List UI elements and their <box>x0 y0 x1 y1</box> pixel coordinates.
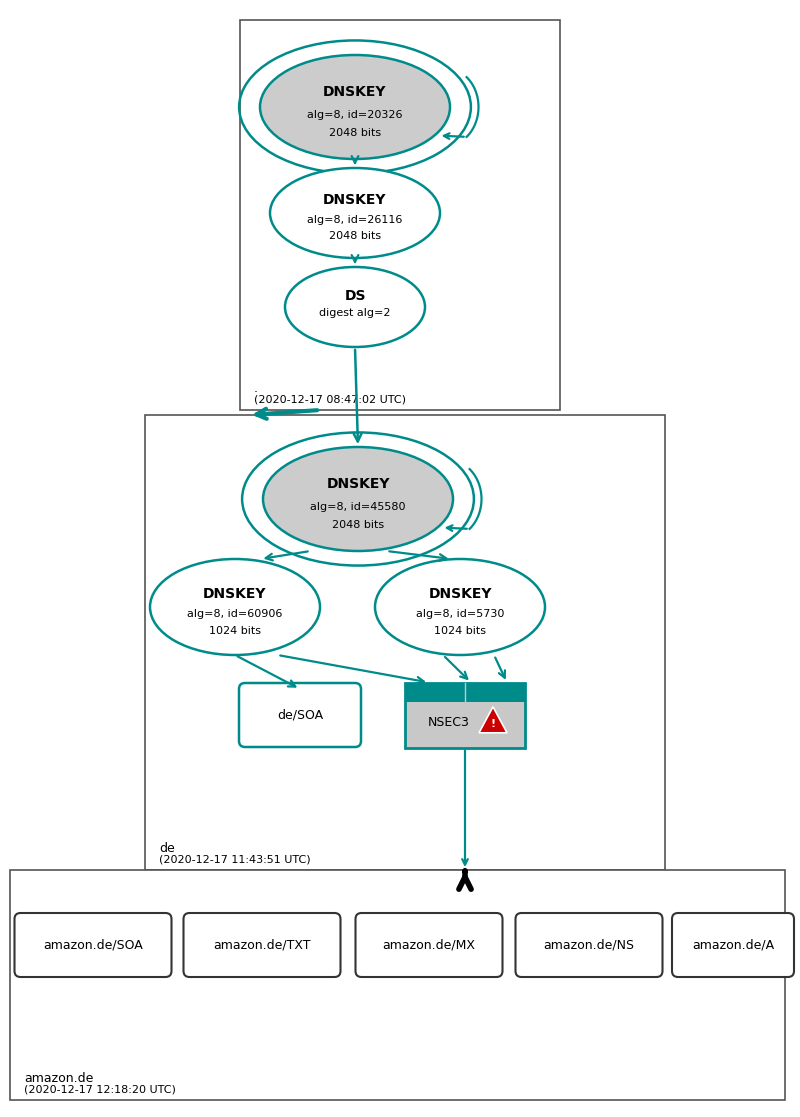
Text: amazon.de/NS: amazon.de/NS <box>543 938 634 952</box>
Text: digest alg=2: digest alg=2 <box>319 308 390 318</box>
Text: de: de <box>159 842 174 855</box>
FancyBboxPatch shape <box>183 913 341 977</box>
Text: (2020-12-17 11:43:51 UTC): (2020-12-17 11:43:51 UTC) <box>159 855 310 865</box>
Text: (2020-12-17 12:18:20 UTC): (2020-12-17 12:18:20 UTC) <box>24 1083 176 1094</box>
Text: DNSKEY: DNSKEY <box>323 85 386 99</box>
Polygon shape <box>479 707 507 733</box>
Text: amazon.de/MX: amazon.de/MX <box>382 938 475 952</box>
FancyBboxPatch shape <box>405 682 525 701</box>
Text: amazon.de: amazon.de <box>24 1072 94 1085</box>
FancyBboxPatch shape <box>10 870 785 1100</box>
Text: .: . <box>254 382 258 395</box>
Text: (2020-12-17 08:47:02 UTC): (2020-12-17 08:47:02 UTC) <box>254 394 406 404</box>
Text: alg=8, id=45580: alg=8, id=45580 <box>310 502 406 512</box>
Ellipse shape <box>285 267 425 347</box>
Text: DNSKEY: DNSKEY <box>323 193 386 208</box>
FancyBboxPatch shape <box>145 416 665 870</box>
Ellipse shape <box>260 55 450 159</box>
Text: alg=8, id=20326: alg=8, id=20326 <box>307 109 402 120</box>
Text: DNSKEY: DNSKEY <box>326 477 390 491</box>
FancyBboxPatch shape <box>355 913 502 977</box>
Text: alg=8, id=60906: alg=8, id=60906 <box>187 610 282 620</box>
FancyBboxPatch shape <box>240 20 560 410</box>
Text: DNSKEY: DNSKEY <box>203 586 266 601</box>
Text: 2048 bits: 2048 bits <box>329 128 381 139</box>
Text: amazon.de/TXT: amazon.de/TXT <box>214 938 310 952</box>
Text: 2048 bits: 2048 bits <box>329 231 381 240</box>
Text: !: ! <box>490 719 495 728</box>
Ellipse shape <box>150 558 320 655</box>
FancyBboxPatch shape <box>515 913 662 977</box>
Text: alg=8, id=5730: alg=8, id=5730 <box>416 610 504 620</box>
Text: DS: DS <box>344 289 366 303</box>
Ellipse shape <box>375 558 545 655</box>
Text: DNSKEY: DNSKEY <box>428 586 492 601</box>
Ellipse shape <box>270 168 440 258</box>
Text: amazon.de/SOA: amazon.de/SOA <box>43 938 143 952</box>
Text: 2048 bits: 2048 bits <box>332 521 384 531</box>
Ellipse shape <box>263 447 453 551</box>
FancyBboxPatch shape <box>14 913 171 977</box>
FancyBboxPatch shape <box>672 913 794 977</box>
Text: 1024 bits: 1024 bits <box>434 627 486 637</box>
Text: amazon.de/A: amazon.de/A <box>692 938 774 952</box>
Text: alg=8, id=26116: alg=8, id=26116 <box>307 214 402 225</box>
Text: 1024 bits: 1024 bits <box>209 627 261 637</box>
FancyBboxPatch shape <box>239 682 361 747</box>
FancyBboxPatch shape <box>405 682 525 747</box>
Text: de/SOA: de/SOA <box>277 708 323 722</box>
Text: NSEC3: NSEC3 <box>428 716 470 729</box>
